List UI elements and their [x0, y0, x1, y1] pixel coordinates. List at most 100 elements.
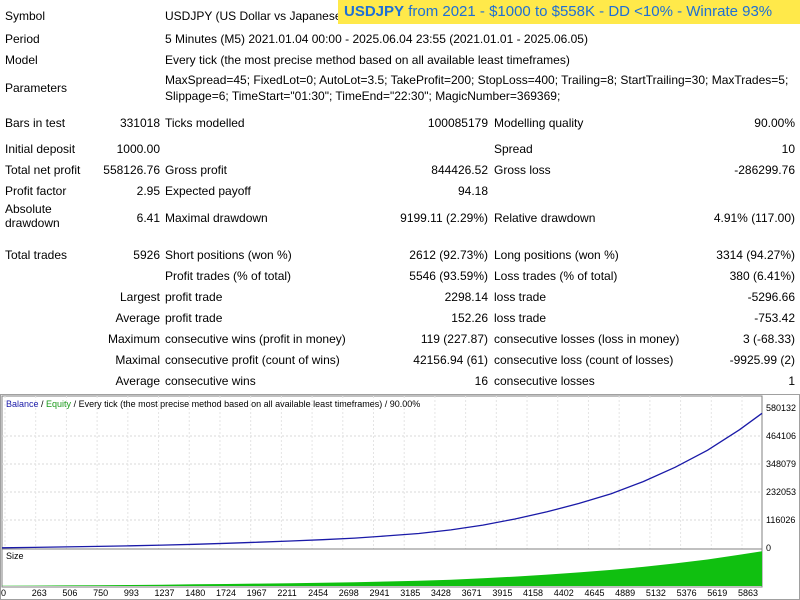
bars-row: Bars in test 331018 Ticks modelled 10008… — [0, 113, 800, 133]
symbol-row: Symbol USDJPY (US Dollar vs Japanese Yen… — [0, 6, 800, 26]
quality-value: 90.00% — [754, 116, 795, 130]
reldd-label: Relative drawdown — [494, 211, 596, 225]
x-tick-label: 3428 — [431, 588, 451, 598]
ltrades-label: Loss trades (% of total) — [494, 269, 618, 283]
grossprofit-label: Gross profit — [165, 163, 228, 177]
average-row: Average profit trade 152.26 loss trade -… — [0, 308, 800, 328]
size-area — [2, 551, 762, 586]
alt-label: loss trade — [494, 311, 547, 325]
llt-label: loss trade — [494, 290, 547, 304]
deposit-label: Initial deposit — [5, 142, 76, 156]
y-tick-label: 464106 — [766, 431, 796, 441]
absdd-label-2: drawdown — [5, 216, 60, 230]
ptrades-label: Profit trades (% of total) — [165, 269, 292, 283]
x-tick-label: 4889 — [615, 588, 635, 598]
mcloss-value: -9925.99 (2) — [729, 353, 795, 367]
drawdown-row: 6.41 Maximal drawdown 9199.11 (2.29%) Re… — [0, 208, 800, 228]
lpt-value: 2298.14 — [444, 290, 488, 304]
maximal-label: Maximal — [115, 353, 160, 367]
payoff-value: 94.18 — [457, 184, 488, 198]
symbol-label: Symbol — [5, 9, 46, 23]
mcloss-label: consecutive loss (count of losses) — [494, 353, 674, 367]
legend-equity: Equity — [46, 399, 72, 409]
alt-value: -753.42 — [754, 311, 795, 325]
quality-label: Modelling quality — [494, 116, 584, 130]
grossprofit-value: 844426.52 — [431, 163, 488, 177]
ltrades-value: 380 (6.41%) — [729, 269, 795, 283]
maximum-label: Maximum — [107, 332, 160, 346]
bars-value: 331018 — [119, 116, 160, 130]
apt-label: profit trade — [165, 311, 223, 325]
deposit-value: 1000.00 — [116, 142, 160, 156]
spread-value: 10 — [781, 142, 795, 156]
x-tick-label: 1724 — [216, 588, 236, 598]
average2-row: Average consecutive wins 16 consecutive … — [0, 371, 800, 391]
x-tick-label: 1480 — [185, 588, 205, 598]
ticks-value: 100085179 — [427, 116, 488, 130]
x-tick-label: 5619 — [707, 588, 727, 598]
y-tick-label: 580132 — [766, 403, 796, 413]
chart-legend: Balance / Equity / Every tick (the most … — [6, 399, 420, 409]
largest-label: Largest — [119, 290, 160, 304]
x-tick-label: 4402 — [554, 588, 574, 598]
x-tick-label: 2698 — [339, 588, 359, 598]
average-label: Average — [115, 311, 160, 325]
x-tick-label: 4158 — [523, 588, 543, 598]
largest-row: Largest profit trade 2298.14 loss trade … — [0, 287, 800, 307]
ptrades-row: Profit trades (% of total) 5546 (93.59%)… — [0, 266, 800, 286]
netprofit-label: Total net profit — [5, 163, 81, 177]
banner-text: from 2021 - $1000 to $558K - DD <10% - W… — [404, 3, 773, 20]
mcl-value: 3 (-68.33) — [742, 332, 795, 346]
size-label: Size — [6, 551, 24, 561]
x-tick-label: 1967 — [247, 588, 267, 598]
y-tick-label: 116026 — [766, 515, 795, 525]
x-tick-label: 5132 — [646, 588, 666, 598]
x-tick-label: 3671 — [462, 588, 482, 598]
maximal-row: Maximal consecutive profit (count of win… — [0, 350, 800, 370]
x-tick-label: 4645 — [584, 588, 604, 598]
short-label: Short positions (won %) — [165, 248, 292, 262]
balance-line — [1, 412, 763, 549]
x-tick-label: 3915 — [492, 588, 512, 598]
mcl-label: consecutive losses (loss in money) — [494, 332, 680, 346]
long-value: 3314 (94.27%) — [716, 248, 795, 262]
parameters-label: Parameters — [5, 81, 68, 95]
x-tick-label: 5863 — [738, 588, 758, 598]
netprofit-value: 558126.76 — [103, 163, 160, 177]
period-value: 5 Minutes (M5) 2021.01.04 00:00 - 2025.0… — [165, 32, 588, 46]
ptrades-value: 5546 (93.59%) — [409, 269, 488, 283]
chart-canvas: 580132 464106 348079 232053 116026 0 0 263 506 7… — [0, 394, 800, 600]
report-panel: Symbol USDJPY (US Dollar vs Japanese Yen… — [0, 0, 800, 391]
plot-area — [1, 395, 763, 550]
acl-label: consecutive losses — [494, 374, 595, 388]
acl-value: 1 — [788, 374, 795, 388]
llt-value: -5296.66 — [747, 290, 795, 304]
series-layer — [1, 412, 763, 549]
pf-value: 2.95 — [136, 184, 160, 198]
x-tick-label: 750 — [93, 588, 108, 598]
y-tick-label: 0 — [766, 543, 771, 553]
model-row: Model Every tick (the most precise metho… — [0, 50, 800, 70]
x-tick-label: 0 — [1, 588, 6, 598]
x-tick-label: 263 — [32, 588, 47, 598]
absdd-label-1: Absolute — [5, 202, 52, 216]
period-label: Period — [5, 32, 40, 46]
netprofit-row: Total net profit 558126.76 Gross profit … — [0, 160, 800, 180]
legend-sep: / — [38, 399, 47, 409]
grossloss-value: -286299.76 — [734, 163, 795, 177]
trades-row: Total trades 5926 Short positions (won %… — [0, 245, 800, 265]
x-axis: 0 263 506 750 993 1237 1480 1724 1967 2211 2454 269… — [1, 588, 758, 598]
reldd-value: 4.91% (117.00) — [713, 211, 795, 225]
model-label: Model — [5, 53, 38, 67]
deposit-row: Initial deposit 1000.00 Spread 10 — [0, 139, 800, 159]
x-tick-label: 5376 — [677, 588, 697, 598]
acw-label: consecutive wins — [165, 374, 256, 388]
grid — [2, 396, 762, 549]
x-tick-label: 2454 — [308, 588, 328, 598]
x-tick-label: 993 — [124, 588, 139, 598]
apt-value: 152.26 — [451, 311, 488, 325]
maxdd-label: Maximal drawdown — [165, 211, 268, 225]
balance-chart: 580132 464106 348079 232053 116026 0 0 263 506 7… — [0, 394, 800, 600]
x-tick-label: 506 — [62, 588, 77, 598]
trades-value: 5926 — [133, 248, 160, 262]
